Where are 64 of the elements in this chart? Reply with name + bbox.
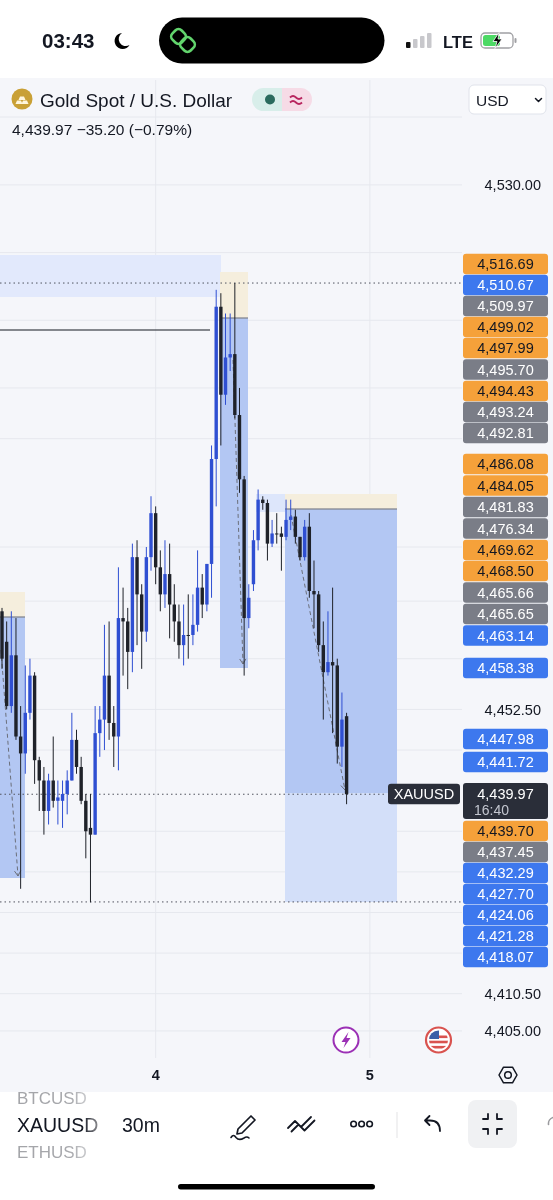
- text: Gold Spot / U.S. Dollar: [40, 89, 233, 111]
- candlestick: [177, 604, 181, 660]
- text: 4,447.98: [477, 731, 534, 748]
- text: BTCUSD: [17, 1089, 87, 1108]
- text: 4,437.45: [477, 844, 534, 861]
- text: 4,439.97 −35.20 (−0.79%): [12, 121, 193, 138]
- candlestick: [326, 610, 330, 677]
- text: 03:43: [42, 29, 95, 52]
- candlestick: [228, 313, 232, 372]
- text: 4,469.62: [477, 542, 534, 559]
- text: 4,476.34: [477, 520, 534, 537]
- candlestick: [163, 539, 167, 609]
- text: 4,439.97: [477, 785, 534, 802]
- text: 4,494.43: [477, 383, 534, 400]
- text: 4,499.02: [477, 319, 534, 336]
- y-tick-label: 4,530.00: [484, 176, 541, 193]
- annotation: XAUUSD: [393, 786, 455, 803]
- y-tick-label: 4,410.50: [484, 985, 541, 1002]
- text: XAUUSD: [17, 1113, 99, 1136]
- text: 4,458.38: [477, 660, 534, 677]
- candlestick: [279, 526, 284, 572]
- text: 4,463.14: [477, 627, 534, 644]
- text: 4,427.70: [477, 886, 534, 903]
- text: 4,432.29: [477, 865, 534, 882]
- text: 4,510.67: [477, 277, 534, 294]
- text: USD: [476, 91, 509, 109]
- text: 4,497.99: [477, 340, 534, 357]
- candlestick: [112, 705, 116, 768]
- text: 4,516.69: [477, 256, 534, 273]
- candlestick: [191, 593, 195, 646]
- text: 4,441.72: [477, 754, 534, 771]
- candlestick: [186, 593, 190, 660]
- x-tick-label: 4: [151, 1067, 160, 1083]
- candlestick: [275, 512, 279, 545]
- text: 4,495.70: [477, 361, 534, 378]
- text: 4,465.65: [477, 606, 534, 623]
- text: 30m: [122, 1113, 160, 1136]
- text: 4,421.28: [477, 928, 534, 945]
- text: 16:40: [474, 801, 510, 818]
- text: ETHUSD: [17, 1143, 87, 1162]
- candlestick: [88, 793, 93, 903]
- x-tick-label: 5: [365, 1067, 374, 1083]
- text: 4,481.83: [477, 499, 534, 516]
- candlestick: [37, 756, 41, 812]
- candlestick: [312, 560, 316, 629]
- text: 4,486.08: [477, 456, 534, 473]
- candlestick: [65, 769, 69, 815]
- candlestick: [121, 587, 125, 677]
- text: 4,492.81: [477, 425, 534, 442]
- text: LTE: [443, 32, 473, 51]
- text: 4,484.05: [477, 477, 534, 494]
- text: 4,424.06: [477, 907, 534, 924]
- y-tick-label: 4,452.50: [484, 701, 541, 718]
- candlestick: [284, 499, 288, 541]
- text: 4,493.24: [477, 404, 534, 421]
- text: 4,468.50: [477, 563, 534, 580]
- text: 4,465.66: [477, 584, 534, 601]
- text: 4,509.97: [477, 298, 534, 315]
- text: 4,439.70: [477, 823, 534, 840]
- y-tick-label: 4,405.00: [484, 1023, 541, 1039]
- text: 4,418.07: [477, 949, 534, 966]
- candlestick: [56, 780, 60, 825]
- candlestick: [270, 519, 274, 548]
- candlestick: [60, 780, 65, 829]
